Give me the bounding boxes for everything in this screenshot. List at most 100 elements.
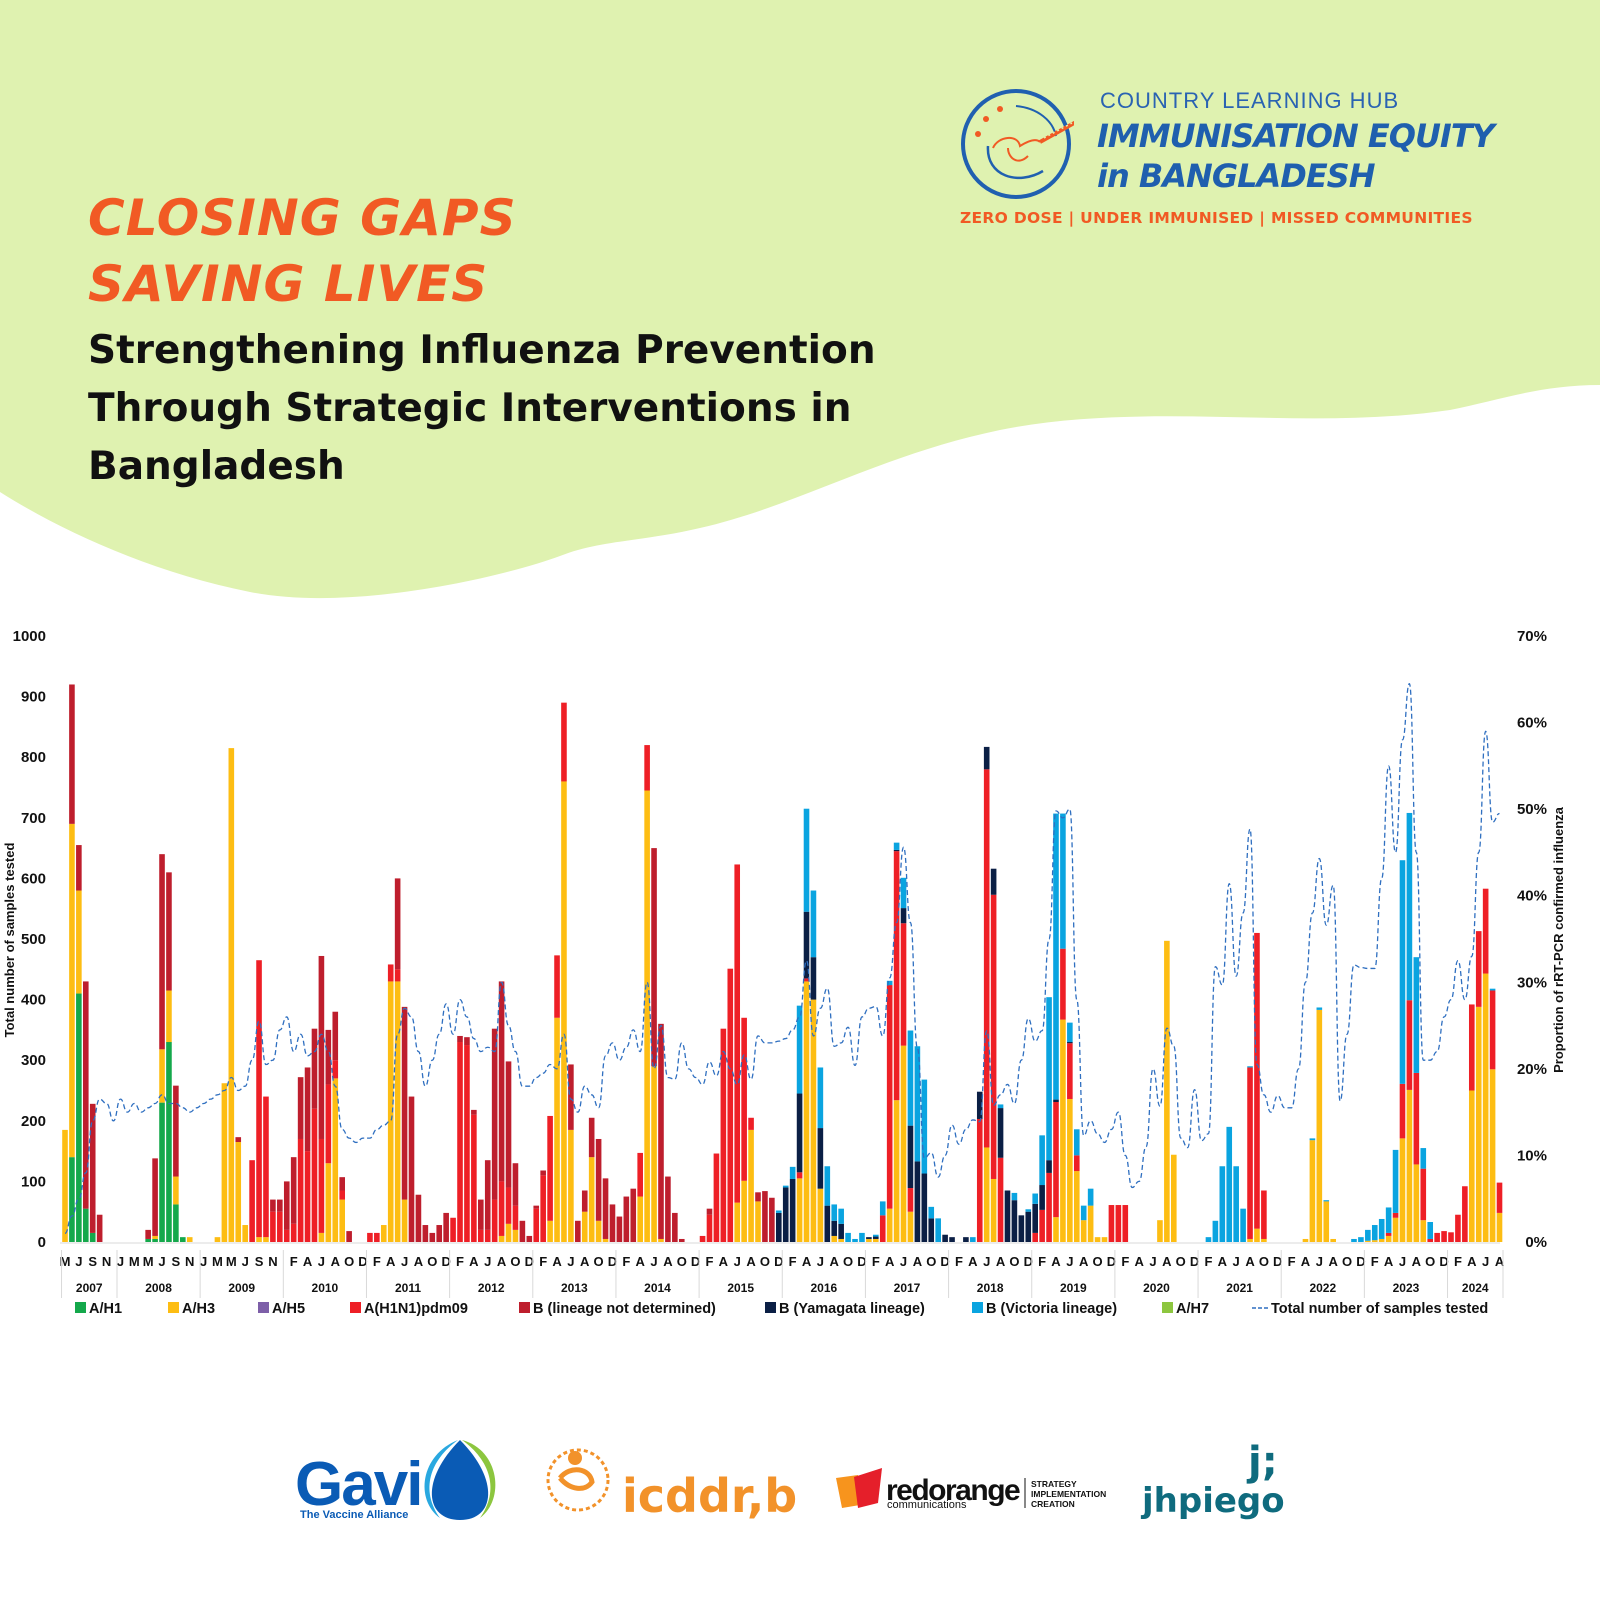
month-bar-stack [1330, 1238, 1336, 1242]
bar-segment-b-lineage-not-determined- [540, 1170, 546, 1176]
bar-segment-b-yamagata-lineage- [900, 908, 907, 924]
bar-segment-a-h3 [325, 1163, 332, 1242]
bar-segment-b-lineage-not-determined- [678, 1238, 685, 1242]
bar-segment-a-h3 [1392, 1217, 1399, 1242]
legend-item: A/H3 [168, 1301, 215, 1317]
bar-segment-b-victoria-lineage- [775, 1210, 782, 1213]
bar-segment-b-lineage-not-determined- [69, 684, 75, 824]
bar-segment-a-h3 [748, 1129, 754, 1242]
month-bar-stack [1413, 957, 1420, 1242]
bar-segment-b-yamagata-lineage- [824, 1205, 831, 1242]
month-bar-stack [588, 1117, 595, 1242]
month-tick-label: M [129, 1254, 140, 1269]
month-bar-stack [672, 1212, 678, 1242]
legend-swatch [258, 1302, 269, 1313]
bar-segment-b-lineage-not-determined- [762, 1191, 768, 1242]
month-tick-label: A [1384, 1254, 1394, 1269]
month-bar-stack [602, 1178, 609, 1242]
month-bar-stack [1011, 1192, 1018, 1242]
month-bar-stack [457, 1035, 463, 1242]
bar-segment-b-lineage-not-determined- [512, 1163, 519, 1206]
bar-segment-b-yamagata-lineage- [1025, 1211, 1032, 1242]
month-tick-label: N [102, 1254, 111, 1269]
bar-segment-b-victoria-lineage- [831, 1204, 838, 1221]
month-bar-stack [290, 1157, 297, 1242]
bar-segment-b-lineage-not-determined- [658, 1023, 664, 1239]
month-tick-label: O [1425, 1254, 1435, 1269]
bar-segment-b-victoria-lineage- [1323, 1200, 1330, 1202]
bar-segment-b-lineage-not-determined- [415, 1194, 422, 1242]
month-bar-stack [1046, 997, 1052, 1242]
bar-segment-a-h3 [1073, 1171, 1080, 1242]
month-bar-stack [1489, 988, 1496, 1242]
month-bar-stack [561, 702, 567, 1242]
bar-segment-a-h1n1-pdm09 [540, 1175, 546, 1242]
bar-segment-b-yamagata-lineage- [990, 868, 997, 895]
bar-segment-a-h1n1-pdm09 [290, 1223, 297, 1242]
month-bar-stack [214, 1237, 221, 1242]
year-label: 2022 [1309, 1281, 1336, 1295]
bar-segment-a-h3 [152, 1235, 158, 1239]
month-bar-stack [1053, 813, 1059, 1242]
bar-segment-b-lineage-not-determined- [394, 878, 401, 970]
month-tick-label: D [358, 1254, 367, 1269]
bar-segment-b-victoria-lineage- [817, 1067, 824, 1129]
legend-swatch [168, 1302, 179, 1313]
month-tick-label: D [525, 1254, 534, 1269]
bar-segment-a-h1n1-pdm09 [263, 1096, 269, 1238]
bar-segment-a-h1n1-pdm09 [706, 1214, 713, 1242]
bar-segment-b-lineage-not-determined- [235, 1137, 242, 1143]
month-bar-stack [1468, 1004, 1475, 1242]
bar-segment-b-yamagata-lineage- [838, 1223, 844, 1239]
bar-segment-b-lineage-not-determined- [270, 1199, 276, 1212]
bar-segment-a-h3 [561, 781, 567, 1242]
bar-segment-b-victoria-lineage- [838, 1208, 844, 1224]
bar-segment-a-h1n1-pdm09 [1073, 1155, 1080, 1172]
bar-segment-b-victoria-lineage- [1032, 1193, 1038, 1204]
bar-segment-a-h1n1-pdm09 [367, 1232, 373, 1242]
bar-segment-a-h3 [1053, 1217, 1059, 1242]
month-bar-stack [221, 1083, 228, 1242]
bar-segment-a-h1n1-pdm09 [1254, 932, 1260, 1229]
bar-segment-a-h1n1-pdm09 [325, 1084, 332, 1164]
bar-segment-a-h3 [394, 981, 401, 1242]
month-bar-stack [374, 1232, 380, 1242]
month-tick-label: J [1399, 1254, 1406, 1269]
month-tick-label: F [789, 1254, 797, 1269]
bar-segment-b-lineage-not-determined- [478, 1199, 484, 1230]
month-bar-stack [270, 1199, 276, 1242]
bar-segment-a-h3 [173, 1176, 179, 1205]
month-tick-label: F [622, 1254, 630, 1269]
right-axis-label: Proportion of rRT-PCR confirmed influenz… [1551, 806, 1566, 1073]
bar-segment-a-h1n1-pdm09 [512, 1205, 519, 1230]
hub-logo-line-1: IMMUNISATION EQUITY [1097, 117, 1495, 155]
month-bar-stack [1101, 1237, 1108, 1242]
month-tick-label: D [441, 1254, 450, 1269]
bar-segment-b-lineage-not-determined- [457, 1035, 463, 1043]
month-tick-label: J [484, 1254, 491, 1269]
bar-segment-b-lineage-not-determined- [429, 1232, 436, 1242]
bar-segment-a-h1n1-pdm09 [498, 1181, 505, 1236]
month-tick-label: A [1134, 1254, 1144, 1269]
bar-segment-b-lineage-not-determined- [89, 1103, 96, 1233]
bar-segment-a-h1n1-pdm09 [547, 1115, 553, 1221]
bar-segment-a-h3 [637, 1196, 643, 1242]
bar-segment-b-lineage-not-determined- [145, 1229, 151, 1239]
month-tick-label: F [539, 1254, 547, 1269]
bar-segment-b-lineage-not-determined- [616, 1216, 623, 1242]
month-tick-label: J [1482, 1254, 1489, 1269]
bar-segment-a-h3 [512, 1229, 519, 1242]
svg-text:IMPLEMENTATION: IMPLEMENTATION [1031, 1489, 1106, 1499]
bar-segment-a-h1n1-pdm09 [1399, 1083, 1406, 1139]
bar-segment-a-h3 [554, 1017, 560, 1242]
bar-segment-a-h1 [152, 1238, 158, 1242]
bar-segment-b-lineage-not-determined- [491, 1028, 498, 1200]
month-bar-stack [665, 1176, 671, 1242]
legend-item: A/H7 [1162, 1301, 1209, 1317]
month-bar-stack [526, 1235, 533, 1242]
bar-segment-a-h1n1-pdm09 [1039, 1209, 1045, 1242]
bar-segment-a-h3 [900, 1045, 907, 1242]
month-bar-stack [1399, 860, 1406, 1242]
bar-segment-a-h1n1-pdm09 [533, 1208, 540, 1242]
bar-segment-a-h1n1-pdm09 [339, 1190, 345, 1200]
